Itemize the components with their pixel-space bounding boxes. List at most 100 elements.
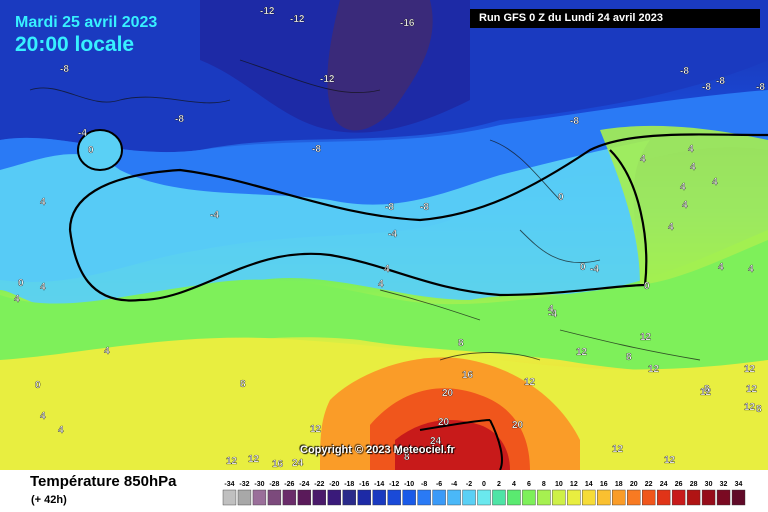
contour-label: 12 [664,455,676,466]
scale-swatch [282,489,297,506]
scale-swatch [417,489,431,506]
scale-swatch [237,489,252,506]
scale-tick-label: 8 [542,481,546,488]
scale-swatch [432,489,446,506]
scale-tick-label: -14 [374,481,384,488]
scale-tick-label: -12 [389,481,399,488]
scale-tick-label: -18 [344,481,354,488]
contour-label: 8 [704,384,710,395]
contour-label: 4 [40,411,46,422]
contour-label: -8 [175,114,184,125]
isotherm-zero-south [68,149,648,302]
scale-swatch [612,489,626,506]
contour-label: 12 [524,377,536,388]
band-plus-4 [0,230,768,372]
scale-tick-label: 26 [675,481,683,488]
scale-swatch [701,489,716,506]
scale-swatch [582,489,596,506]
scale-swatch [642,489,656,506]
scale-swatch [567,489,581,506]
contour-label: 4 [40,197,46,208]
contour-label: 4 [680,182,686,193]
contour-labels: -12-12 -16-8-12-8-8-8-8-8-8-8 -8-404-4-8-4… [14,6,766,470]
contour-label: 12 [226,456,238,467]
contour-label: -8 [312,144,321,155]
field-title: Température 850hPa [30,473,177,490]
scale-tick-label: 28 [690,481,698,488]
contour-label: 12 [744,402,756,413]
color-scale: -34 -32 -30 -28 -26 -24 -22 -20 -18 -16 -14 -12 -10-… [222,481,746,506]
scale-swatch [686,489,701,506]
band-minus-4 [0,140,650,313]
isotherm-zero-north [68,133,768,231]
contour-label: -8 [420,202,429,213]
contour-label: 4 [688,144,694,155]
contour-label: -4 [548,309,557,320]
contour-label: 12 [746,384,758,395]
contour-label: -4 [78,128,87,139]
map-canvas: -12-12 -16-8-12-8-8-8-8-8-8-8 -8-404-4-8-4… [0,0,768,470]
scale-tick-label: 10 [555,481,563,488]
scale-swatch [342,489,356,506]
contour-label: 20 [438,417,450,428]
contour-label: 4 [682,200,688,211]
contour-label: -8 [680,66,689,77]
contour-label: 0 [35,380,41,391]
scale-tick-label: -26 [284,481,294,488]
contour-label: 16 [462,370,474,381]
contour-label: 8 [756,404,762,415]
scale-tick-label: 6 [527,481,531,488]
scale-tick-label: -28 [269,481,279,488]
contour-label: -12 [260,6,275,17]
scale-swatch [552,489,566,506]
contour-label: -8 [756,82,765,93]
scale-swatch [372,489,386,506]
scale-tick-label: -22 [314,481,324,488]
contour-label: 12 [648,364,660,375]
contour-label: -8 [60,64,69,75]
scale-tick-label: -30 [254,481,264,488]
contour-label: 20 [442,388,454,399]
contour-label: 4 [14,294,20,305]
valid-time: 20:00 locale [15,33,135,56]
contour-label: 8 [626,352,632,363]
contour-label: 24 [430,436,442,447]
contour-label: 12 [310,424,322,435]
contour-label: -8 [702,82,711,93]
scale-swatch [312,489,327,506]
contour-label: -8 [385,202,394,213]
scale-tick-label: 4 [512,481,516,488]
scale-tick-label: 20 [630,481,638,488]
contour-label: 20 [512,420,524,431]
contour-label: 4 [668,222,674,233]
scale-swatch [477,489,491,506]
contour-label: 8 [458,338,464,349]
contour-label: 12 [744,364,756,375]
scale-tick-label: 22 [645,481,653,488]
contour-label: 16 [272,459,284,470]
scale-swatch [492,489,506,506]
scale-swatches [222,489,746,506]
scale-tick-label: 2 [497,481,501,488]
scale-tick-label: 30 [705,481,713,488]
contour-label: 24 [292,458,304,469]
contour-label: 4 [718,262,724,273]
contour-label: -12 [320,74,335,85]
contour-label: 4 [384,264,390,275]
contour-label: 4 [378,279,384,290]
scale-swatch [357,489,371,506]
scale-swatch [402,489,416,506]
contour-label: 0 [558,192,564,203]
contour-label: 4 [712,177,718,188]
cold-cell-greenland [77,129,123,171]
contour-label: 4 [104,346,110,357]
scale-swatch [597,489,611,506]
scale-swatch [327,489,341,506]
contour-label: 0 [644,281,650,292]
scale-tick-label: -34 [224,481,234,488]
contour-label: 4 [640,154,646,165]
contour-label: 8 [396,447,402,458]
scale-swatch [297,489,312,506]
valid-date: Mardi 25 avril 2023 [15,14,158,31]
contour-label: 8 [240,379,246,390]
